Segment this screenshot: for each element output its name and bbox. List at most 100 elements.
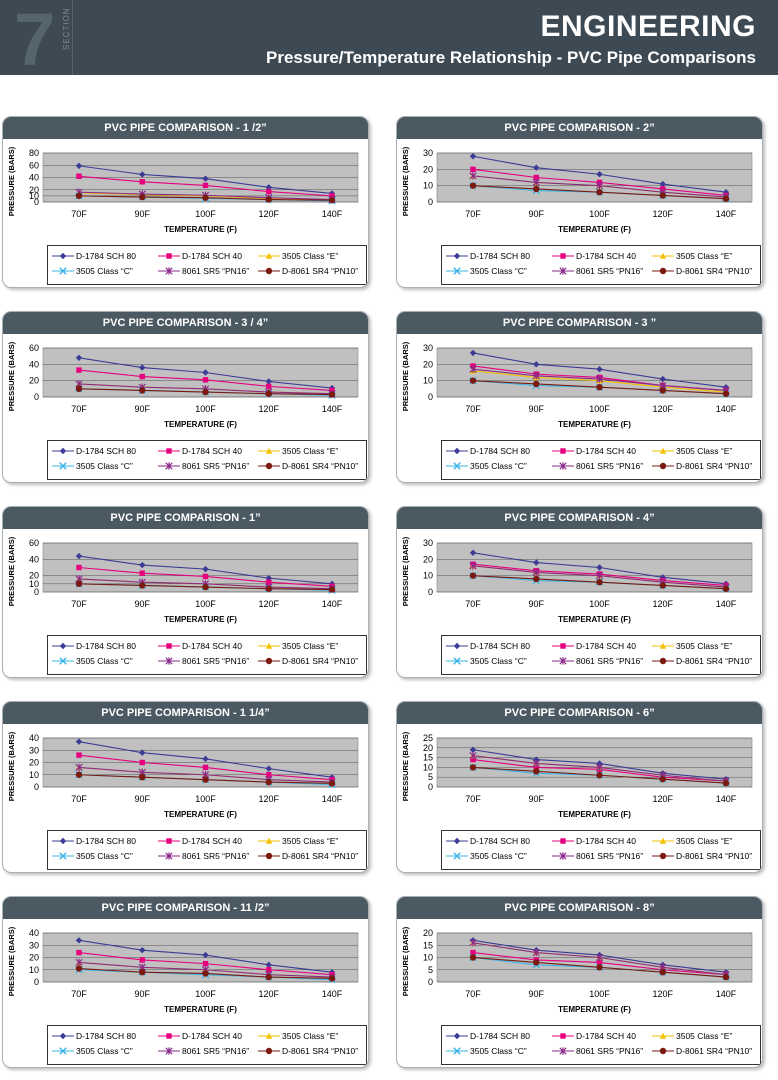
chart-title: PVC PIPE COMPARISON - 8” bbox=[397, 897, 762, 919]
data-point bbox=[202, 583, 209, 591]
data-point bbox=[328, 975, 336, 982]
y-tick-label: 40 bbox=[29, 359, 39, 369]
chart-title: PVC PIPE COMPARISON - 4” bbox=[397, 507, 762, 529]
x-tick-label: 100F bbox=[589, 989, 610, 999]
data-point bbox=[722, 585, 730, 592]
legend-symbol bbox=[560, 448, 566, 454]
x-tick-label: 70F bbox=[465, 209, 481, 219]
legend-marker bbox=[446, 642, 468, 650]
data-point bbox=[202, 776, 209, 783]
legend-symbol bbox=[453, 837, 461, 845]
x-tick-label: 100F bbox=[195, 794, 216, 804]
legend-label: 3505 Class “C” bbox=[76, 656, 133, 666]
legend-symbol bbox=[59, 837, 67, 845]
y-tick-label: 0 bbox=[34, 977, 39, 987]
y-tick-label: 10 bbox=[423, 376, 433, 386]
series-5 bbox=[469, 172, 730, 201]
legend-label: 8061 SR5 “PN16” bbox=[576, 266, 644, 276]
line-chart: 0 5 10 15 20 70F 90F 100F 120F 140F TEMPERATURE (F… bbox=[401, 926, 753, 1014]
x-tick-label: 70F bbox=[71, 599, 87, 609]
data-point bbox=[266, 383, 272, 390]
data-point bbox=[469, 349, 477, 357]
data-point bbox=[265, 585, 272, 592]
line-chart: 0 10 20 30 70F 90F 100F 120F 140F TEMPERATURE (F)… bbox=[401, 341, 753, 429]
y-tick-label: 20 bbox=[29, 571, 39, 581]
legend-symbol bbox=[265, 642, 273, 649]
chart-panel: PVC PIPE COMPARISON - 8” 0 5 10 15 20 70F 90F 10… bbox=[396, 896, 763, 1068]
x-axis-label: TEMPERATURE (F) bbox=[164, 420, 237, 429]
legend-label: D-1784 SCH 80 bbox=[470, 446, 531, 456]
legend-label: D-1784 SCH 40 bbox=[182, 446, 243, 456]
data-point bbox=[533, 164, 540, 171]
legend-label: 3505 Class “C” bbox=[470, 851, 527, 861]
y-tick-label: 30 bbox=[29, 940, 39, 950]
legend-label: 3505 Class “E” bbox=[282, 641, 339, 651]
y-tick-label: 0 bbox=[34, 197, 39, 207]
legend-marker bbox=[552, 1047, 574, 1055]
legend-label: 8061 SR5 “PN16” bbox=[182, 266, 250, 276]
data-point bbox=[659, 180, 666, 188]
y-tick-label: 30 bbox=[423, 538, 433, 548]
legend-label: 8061 SR5 “PN16” bbox=[576, 656, 644, 666]
chart-legend: D-1784 SCH 80 D-1784 SCH 40 3505 Class “E”… bbox=[441, 1025, 761, 1065]
y-tick-label: 20 bbox=[423, 164, 433, 174]
legend-symbol bbox=[659, 267, 667, 275]
legend-label: D-1784 SCH 40 bbox=[182, 1031, 243, 1041]
legend-marker bbox=[446, 447, 468, 455]
legend-marker bbox=[652, 642, 674, 649]
data-point bbox=[532, 948, 540, 957]
data-point bbox=[532, 178, 540, 187]
legend-symbol bbox=[165, 657, 173, 665]
legend-label: 8061 SR5 “PN16” bbox=[182, 1046, 250, 1056]
legend-symbol bbox=[659, 1032, 667, 1039]
legend-symbol bbox=[166, 1033, 172, 1039]
legend-symbol bbox=[659, 252, 667, 259]
legend-label: 3505 Class “E” bbox=[676, 1031, 733, 1041]
legend-label: 3505 Class “C” bbox=[470, 461, 527, 471]
legend-label: D-1784 SCH 80 bbox=[470, 251, 531, 261]
data-point bbox=[139, 179, 145, 185]
section-number: 7 bbox=[14, 0, 56, 81]
data-point bbox=[533, 575, 540, 583]
chart-title: PVC PIPE COMPARISON - 1 /2” bbox=[3, 117, 368, 139]
data-point bbox=[595, 571, 604, 580]
data-point bbox=[139, 969, 146, 976]
data-point bbox=[75, 192, 83, 200]
legend-label: 3505 Class “E” bbox=[676, 446, 733, 456]
legend-label: 3505 Class “C” bbox=[470, 266, 527, 276]
y-axis-label: PRESSURE (BARS) bbox=[7, 341, 16, 411]
data-point bbox=[75, 763, 83, 772]
y-tick-label: 20 bbox=[29, 185, 39, 195]
legend-symbol bbox=[659, 462, 667, 470]
legend-symbol bbox=[453, 447, 461, 455]
x-tick-label: 140F bbox=[322, 404, 343, 414]
legend-marker bbox=[258, 837, 280, 844]
legend-label: 3505 Class “C” bbox=[470, 656, 527, 666]
x-tick-label: 140F bbox=[322, 209, 343, 219]
x-tick-label: 140F bbox=[322, 599, 343, 609]
legend-marker bbox=[552, 253, 574, 259]
legend-marker bbox=[652, 1047, 674, 1055]
legend-label: 3505 Class “E” bbox=[676, 641, 733, 651]
y-axis-label: PRESSURE (BARS) bbox=[401, 731, 410, 801]
legend-symbol bbox=[265, 267, 273, 275]
page-header: 7 SECTION ENGINEERING Pressure/Temperatu… bbox=[0, 0, 778, 80]
y-tick-label: 0 bbox=[34, 587, 39, 597]
legend-label: D-8061 SR4 “PN10” bbox=[676, 266, 753, 276]
chart-panel: PVC PIPE COMPARISON - 3 / 4” 0 20 40 60 70F 90… bbox=[2, 311, 369, 483]
legend-marker bbox=[552, 448, 574, 454]
x-tick-label: 70F bbox=[465, 599, 481, 609]
x-tick-label: 100F bbox=[195, 404, 216, 414]
legend-label: 3505 Class “C” bbox=[76, 266, 133, 276]
legend-symbol bbox=[265, 462, 273, 470]
data-point bbox=[533, 559, 540, 566]
y-tick-label: 60 bbox=[29, 160, 39, 170]
legend-symbol bbox=[559, 852, 567, 860]
legend-marker bbox=[446, 462, 468, 470]
legend-marker bbox=[446, 852, 468, 860]
legend-symbol bbox=[659, 657, 667, 665]
chart-legend: D-1784 SCH 80 D-1784 SCH 40 3505 Class “E”… bbox=[47, 245, 367, 285]
data-point bbox=[265, 778, 272, 786]
